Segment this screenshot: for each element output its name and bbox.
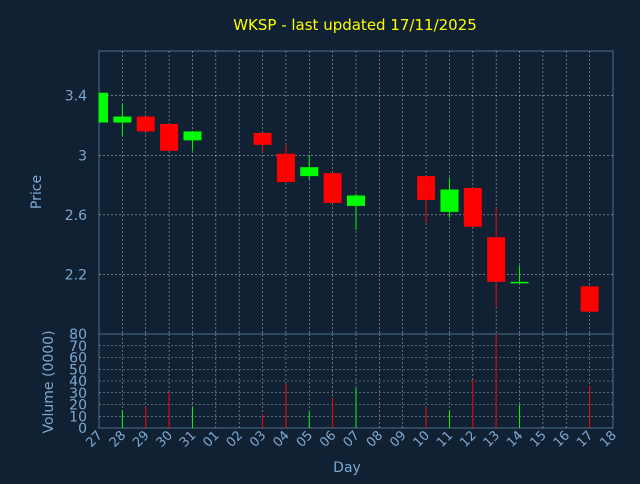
x-tick-label: 10: [411, 428, 433, 450]
day-axis-label: Day: [333, 460, 361, 476]
x-tick-label: 03: [247, 428, 269, 450]
volume-tick-label: 30: [69, 386, 87, 402]
volume-tick-label: 10: [69, 409, 87, 425]
candle-body: [183, 131, 202, 141]
price-axis-label: Price: [29, 175, 45, 209]
candle-31: [183, 131, 202, 151]
candle-03: [253, 132, 272, 153]
candle-13: [487, 207, 506, 308]
x-tick-label: 12: [457, 428, 479, 450]
x-tick-label: 14: [504, 428, 526, 450]
candle-04: [276, 144, 295, 183]
x-tick-label: 02: [224, 428, 246, 450]
x-tick-label: 30: [154, 428, 176, 450]
x-tick-label: 18: [598, 428, 620, 450]
volume-axis-label: Volume (0000): [41, 330, 57, 433]
candle-body: [99, 92, 108, 123]
candle-30: [160, 123, 179, 151]
volume-tick-label: 50: [69, 362, 87, 378]
x-tick-label: 06: [317, 428, 339, 450]
candle-17: [580, 286, 599, 312]
price-tick-label: 2.2: [65, 267, 87, 283]
price-tick-label: 3: [78, 148, 87, 164]
candle-11: [440, 177, 459, 218]
candle-05: [300, 155, 319, 180]
candle-body: [113, 116, 132, 123]
candle-body: [253, 132, 272, 145]
candle-28: [113, 104, 132, 136]
candle-14: [510, 265, 529, 284]
volume-tick-label: 70: [69, 339, 87, 355]
x-tick-label: 29: [130, 428, 152, 450]
candle-body: [276, 153, 295, 183]
x-tick-label: 31: [177, 428, 199, 450]
candle-body: [300, 167, 319, 177]
candle-07: [347, 193, 365, 230]
candle-body: [347, 195, 365, 206]
x-tick-label: 13: [481, 428, 503, 450]
price-tick-label: 2.6: [65, 208, 87, 224]
chart-title: WKSP - last updated 17/11/2025: [233, 16, 477, 34]
candle-body: [136, 116, 155, 132]
volume-tick-label: 20: [69, 398, 87, 414]
volume-tick-label: 80: [69, 327, 87, 343]
x-tick-label: 09: [387, 428, 409, 450]
x-tick-label: 01: [200, 428, 222, 450]
candle-body: [417, 176, 436, 200]
price-tick-label: 3.4: [65, 89, 87, 105]
candle-body: [463, 188, 482, 227]
volume-tick-label: 60: [69, 351, 87, 367]
x-tick-label: 08: [364, 428, 386, 450]
candle-body: [440, 189, 459, 212]
candle-06: [323, 173, 342, 203]
x-tick-label: 15: [527, 428, 549, 450]
x-tick-label: 17: [574, 428, 596, 450]
candle-body: [510, 281, 529, 284]
x-tick-label: 07: [341, 428, 363, 450]
candle-29: [136, 116, 155, 132]
candle-body: [323, 173, 342, 203]
candle-body: [580, 286, 599, 312]
candle-12: [463, 188, 482, 227]
x-tick-label: 28: [107, 428, 129, 450]
candle-27: [98, 92, 108, 123]
volume-tick-label: 40: [69, 374, 87, 390]
x-tick-label: 16: [551, 428, 573, 450]
candle-body: [487, 237, 506, 282]
volume-tick-label: 0: [78, 421, 87, 437]
x-tick-label: 05: [294, 428, 316, 450]
x-tick-label: 11: [434, 428, 456, 450]
candle-10: [417, 176, 436, 223]
candle-body: [160, 123, 179, 151]
x-tick-label: 04: [270, 428, 292, 450]
